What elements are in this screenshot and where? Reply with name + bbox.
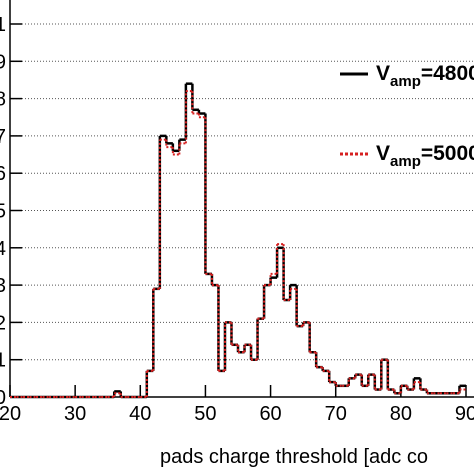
y-tick-label: 3 (0, 275, 6, 297)
x-tick-label: 70 (325, 403, 347, 425)
legend-label-main: V (376, 62, 390, 85)
legend-label-value: =5000 (421, 142, 474, 165)
legend-label-sub: amp (390, 73, 421, 90)
x-axis-label: pads charge threshold [adc co (160, 446, 428, 468)
x-tick-label: 80 (390, 403, 412, 425)
x-tick-label: 90 (455, 403, 474, 425)
legend-label: Vamp=4800 (376, 62, 474, 90)
y-tick-label: 0 (0, 387, 6, 409)
y-tick-label: 4 (0, 238, 6, 260)
y-tick-label: 6 (0, 163, 6, 185)
x-tick-label: 30 (64, 403, 86, 425)
legend-label: Vamp=5000 (376, 142, 474, 170)
y-tick-label: 8 (0, 89, 6, 111)
y-tick-label: 2 (0, 312, 6, 334)
x-tick-label: 50 (194, 403, 216, 425)
x-tick-label: 20 (0, 403, 21, 425)
legend-label-sub: amp (390, 153, 421, 170)
x-tick-label: 40 (129, 403, 151, 425)
legend-label-main: V (376, 142, 390, 165)
series (10, 90, 466, 398)
y-tick-label: 5 (0, 201, 6, 223)
y-tick-label: 7 (0, 126, 6, 148)
y-tick-label: 1 (0, 14, 6, 36)
y-tick-label: 9 (0, 51, 6, 73)
x-tick-label: 60 (259, 403, 281, 425)
y-tick-label: 1 (0, 350, 6, 372)
legend-label-value: =4800 (421, 62, 474, 85)
